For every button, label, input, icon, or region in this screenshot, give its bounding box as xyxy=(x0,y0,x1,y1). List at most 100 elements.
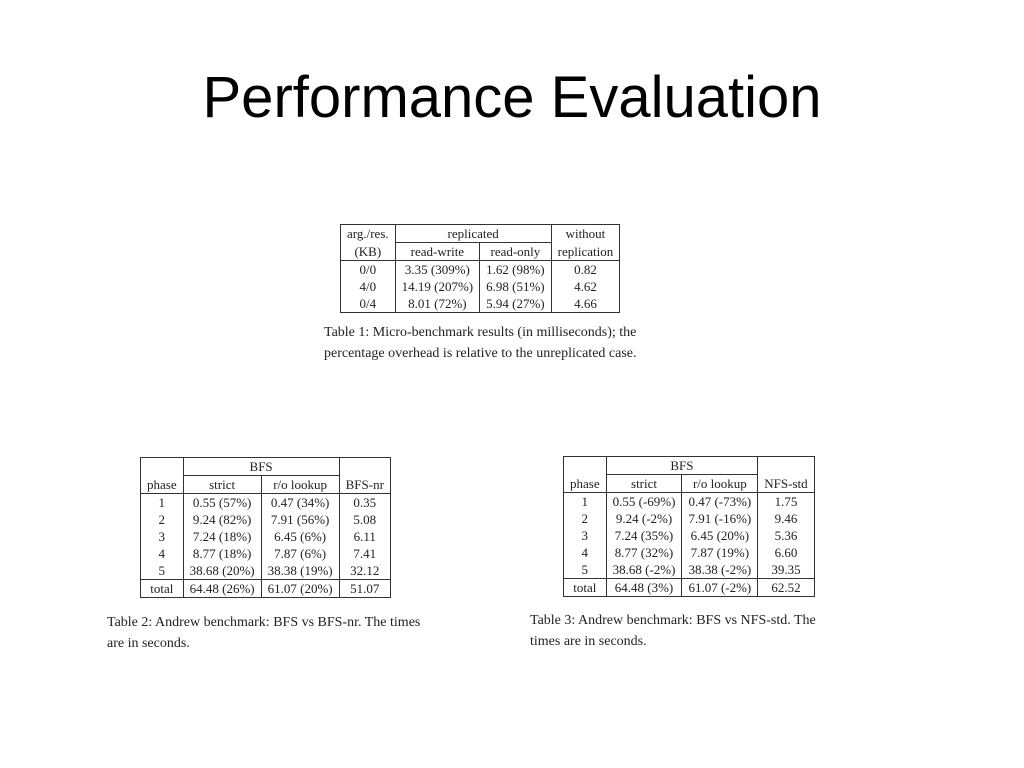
caption-line: percentage overhead is relative to the u… xyxy=(324,346,637,361)
table-cell: 1.62 (98%) xyxy=(479,260,552,278)
table-cell: 39.35 xyxy=(757,561,815,579)
table-row: 3 7.24 (18%) 6.45 (6%) 6.11 xyxy=(140,528,391,545)
table-cell: 38.38 (-2%) xyxy=(681,561,759,579)
table-cell: 4/0 xyxy=(340,278,396,295)
table-cell: 1 xyxy=(140,493,184,511)
table1-header-arg: arg./res. xyxy=(340,224,396,243)
table-cell: 62.52 xyxy=(757,578,815,597)
table-cell: 6.45 (6%) xyxy=(260,528,340,545)
table-cell: 8.77 (32%) xyxy=(605,544,683,561)
table3-header-ro-lookup: r/o lookup xyxy=(681,474,759,493)
table-cell: 51.07 xyxy=(338,579,391,598)
table2-caption: Table 2: Andrew benchmark: BFS vs BFS-nr… xyxy=(107,612,507,654)
table-row: 1 0.55 (57%) 0.47 (34%) 0.35 xyxy=(140,493,391,511)
caption-line: Table 2: Andrew benchmark: BFS vs BFS-nr… xyxy=(107,615,421,630)
table-cell: 6.98 (51%) xyxy=(479,278,552,295)
table-row: 0/0 3.35 (309%) 1.62 (98%) 0.82 xyxy=(340,260,621,278)
table-cell: 0/4 xyxy=(340,295,396,313)
table-cell: 5 xyxy=(563,561,607,579)
table-cell: 5.94 (27%) xyxy=(479,295,552,313)
table-cell: 38.68 (-2%) xyxy=(605,561,683,579)
table1-header-replication: replication xyxy=(550,242,621,261)
table-cell: 6.60 xyxy=(757,544,815,561)
table-cell: 6.45 (20%) xyxy=(681,527,759,544)
table-cell: 38.38 (19%) xyxy=(260,562,340,580)
table-cell: 2 xyxy=(140,511,184,528)
table1-header-read-write: read-write xyxy=(394,242,481,261)
table-row: 2 9.24 (-2%) 7.91 (-16%) 9.46 xyxy=(563,510,815,527)
table-cell: 0.35 xyxy=(338,493,391,511)
table-cell: 38.68 (20%) xyxy=(182,562,262,580)
table3-header-blank xyxy=(757,456,815,475)
table-cell: 4 xyxy=(140,545,184,562)
table-cell: 9.24 (82%) xyxy=(182,511,262,528)
table-cell: 7.87 (6%) xyxy=(260,545,340,562)
table3-header-blank xyxy=(563,456,607,475)
table2-header-bfs-nr: BFS-nr xyxy=(338,475,391,494)
table1-caption: Table 1: Micro-benchmark results (in mil… xyxy=(324,322,714,364)
table-cell: 64.48 (3%) xyxy=(605,578,683,597)
table3: BFS phase strict r/o lookup NFS-std 1 0.… xyxy=(563,456,815,597)
table2-header-blank xyxy=(338,457,391,476)
table-cell: 3 xyxy=(563,527,607,544)
table-row: 3 7.24 (35%) 6.45 (20%) 5.36 xyxy=(563,527,815,544)
table-row: 4 8.77 (32%) 7.87 (19%) 6.60 xyxy=(563,544,815,561)
table-row: 5 38.68 (20%) 38.38 (19%) 32.12 xyxy=(140,562,391,580)
slide-title: Performance Evaluation xyxy=(202,65,822,130)
table3-header-bfs: BFS xyxy=(605,456,759,475)
caption-line: Table 3: Andrew benchmark: BFS vs NFS-st… xyxy=(530,613,816,628)
table-cell: 61.07 (-2%) xyxy=(681,578,759,597)
table-cell: 0.82 xyxy=(550,260,621,278)
table-cell: 32.12 xyxy=(338,562,391,580)
table2-grid: BFS phase strict r/o lookup BFS-nr 1 0.5… xyxy=(140,457,391,598)
table-cell: 4.62 xyxy=(550,278,621,295)
table2-header-strict: strict xyxy=(182,475,262,494)
table-row: 4 8.77 (18%) 7.87 (6%) 7.41 xyxy=(140,545,391,562)
table-total-row: total 64.48 (26%) 61.07 (20%) 51.07 xyxy=(140,579,391,598)
caption-line: times are in seconds. xyxy=(530,634,647,649)
table-cell: 5.36 xyxy=(757,527,815,544)
table-cell: 1 xyxy=(563,492,607,510)
table3-header-strict: strict xyxy=(605,474,683,493)
table1-header-read-only: read-only xyxy=(479,242,552,261)
table-cell: total xyxy=(563,578,607,597)
table-cell: total xyxy=(140,579,184,598)
table-cell: 9.46 xyxy=(757,510,815,527)
table-cell: 7.24 (35%) xyxy=(605,527,683,544)
table-cell: 4.66 xyxy=(550,295,621,313)
table2-header-phase: phase xyxy=(140,475,184,494)
table-cell: 0.55 (-69%) xyxy=(605,492,683,510)
table-cell: 7.87 (19%) xyxy=(681,544,759,561)
table-cell: 8.77 (18%) xyxy=(182,545,262,562)
table1-header-without: without xyxy=(550,224,621,243)
table2-header-bfs: BFS xyxy=(182,457,340,476)
table-cell: 1.75 xyxy=(757,492,815,510)
table1-grid: arg./res. replicated without (KB) read-w… xyxy=(340,224,621,313)
table-row: 5 38.68 (-2%) 38.38 (-2%) 39.35 xyxy=(563,561,815,579)
table-cell: 0.55 (57%) xyxy=(182,493,262,511)
table-cell: 0.47 (34%) xyxy=(260,493,340,511)
table-cell: 5.08 xyxy=(338,511,391,528)
table-cell: 5 xyxy=(140,562,184,580)
table2: BFS phase strict r/o lookup BFS-nr 1 0.5… xyxy=(140,457,391,598)
table-cell: 61.07 (20%) xyxy=(260,579,340,598)
table2-header-blank xyxy=(140,457,184,476)
table3-caption: Table 3: Andrew benchmark: BFS vs NFS-st… xyxy=(530,610,910,652)
table-cell: 2 xyxy=(563,510,607,527)
table-cell: 6.11 xyxy=(338,528,391,545)
table-total-row: total 64.48 (3%) 61.07 (-2%) 62.52 xyxy=(563,578,815,597)
table-cell: 0/0 xyxy=(340,260,396,278)
table-cell: 14.19 (207%) xyxy=(394,278,481,295)
caption-line: Table 1: Micro-benchmark results (in mil… xyxy=(324,325,637,340)
table3-grid: BFS phase strict r/o lookup NFS-std 1 0.… xyxy=(563,456,815,597)
table3-header-phase: phase xyxy=(563,474,607,493)
table-cell: 4 xyxy=(563,544,607,561)
table-cell: 7.91 (56%) xyxy=(260,511,340,528)
table-cell: 3.35 (309%) xyxy=(394,260,481,278)
table-cell: 3 xyxy=(140,528,184,545)
table3-header-nfs-std: NFS-std xyxy=(757,474,815,493)
table-row: 1 0.55 (-69%) 0.47 (-73%) 1.75 xyxy=(563,492,815,510)
caption-line: are in seconds. xyxy=(107,636,190,651)
table-row: 2 9.24 (82%) 7.91 (56%) 5.08 xyxy=(140,511,391,528)
table-cell: 7.91 (-16%) xyxy=(681,510,759,527)
